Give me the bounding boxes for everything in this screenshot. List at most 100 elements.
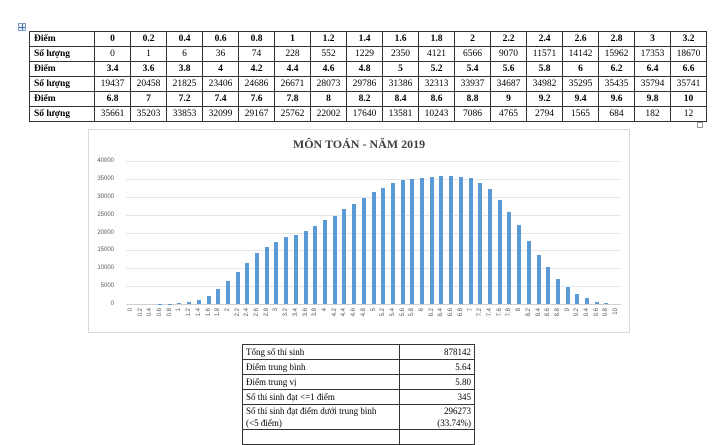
histogram-bar[interactable] [323,220,327,304]
count-cell: 2794 [527,107,563,122]
score-cell: 1.4 [347,32,383,47]
x-axis-tick-label: 3 [273,308,279,311]
histogram-bar[interactable] [527,241,531,304]
histogram-bar[interactable] [265,247,269,304]
count-cell: 0 [95,47,131,62]
histogram-bar[interactable] [507,212,511,304]
count-cell: 35741 [671,77,707,92]
histogram-bar[interactable] [595,302,599,304]
score-row-label: Điểm [30,92,95,107]
count-cell: 19437 [95,77,131,92]
histogram-bar[interactable] [245,263,249,304]
histogram-bar[interactable] [177,303,181,304]
histogram-bar[interactable] [381,188,385,304]
histogram-bar[interactable] [372,192,376,304]
histogram-bar[interactable] [255,253,259,304]
gridline [126,179,621,180]
histogram-bar[interactable] [391,183,395,304]
gridline [126,161,621,162]
x-axis-line [126,304,621,305]
x-axis-tick-label: 7.6 [497,308,503,316]
histogram-bar[interactable] [304,231,308,304]
histogram-bar[interactable] [342,209,346,304]
histogram-bar[interactable] [313,226,317,304]
score-cell: 4.4 [275,62,311,77]
count-cell: 4765 [491,107,527,122]
histogram-bar[interactable] [566,287,570,304]
count-row-label: Số lượng [30,47,95,62]
histogram-bar[interactable] [488,189,492,304]
histogram-bar[interactable] [284,237,288,304]
histogram-bar[interactable] [410,179,414,304]
histogram-bar[interactable] [517,225,521,304]
histogram-bar[interactable] [236,272,240,304]
count-cell: 23406 [203,77,239,92]
count-cell: 24686 [239,77,275,92]
histogram-bar[interactable] [197,300,201,304]
x-axis-tick-label: 0.2 [138,308,144,316]
histogram-bar[interactable] [401,180,405,304]
histogram-bar[interactable] [226,281,230,304]
histogram-bar[interactable] [498,200,502,304]
histogram-bar[interactable] [439,176,443,304]
score-cell: 0.8 [239,32,275,47]
histogram-bar[interactable] [469,178,473,304]
count-cell: 74 [239,47,275,62]
x-axis-tick-label: 6.6 [448,308,454,316]
histogram-bar[interactable] [274,242,278,304]
histogram-bar[interactable] [537,255,541,304]
histogram-bar[interactable] [449,176,453,304]
histogram-bar[interactable] [556,279,560,304]
x-axis-tick-label: 4 [322,308,328,311]
histogram-bar[interactable] [294,235,298,304]
histogram-bar[interactable] [333,216,337,304]
count-cell: 6566 [455,47,491,62]
x-axis-tick-label: 10 [613,308,619,315]
stats-label-text: Điểm trung bình [246,361,396,373]
score-cell: 2.6 [563,32,599,47]
count-cell: 1 [131,47,167,62]
stats-label: Số thí sinh đạt <=1 điểm [243,390,400,405]
histogram-bar[interactable] [352,204,356,304]
histogram-bar[interactable] [585,298,589,304]
score-cell: 3.4 [95,62,131,77]
histogram-bar[interactable] [207,296,211,304]
stats-row: Số thí sinh đạt điểm dưới trung bình(<5 … [243,405,475,430]
score-cell: 3.8 [167,62,203,77]
histogram-bar[interactable] [216,289,220,304]
count-cell: 14142 [563,47,599,62]
x-axis-tick-label: 6 [419,308,425,311]
count-cell: 25762 [275,107,311,122]
histogram-bar[interactable] [459,177,463,304]
count-cell: 29786 [347,77,383,92]
count-cell: 9070 [491,47,527,62]
x-axis-tick-label: 7.2 [477,308,483,316]
x-axis-tick-label: 5.6 [400,308,406,316]
score-cell: 8.6 [419,92,455,107]
table-resize-handle[interactable] [697,122,703,128]
histogram-bar[interactable] [420,178,424,304]
histogram-bar[interactable] [430,177,434,304]
score-cell: 6.8 [95,92,131,107]
table-move-handle-icon[interactable] [18,23,26,31]
histogram-bar[interactable] [546,267,550,304]
histogram-bar[interactable] [362,198,366,304]
histogram-bar[interactable] [575,294,579,304]
histogram-bar[interactable] [187,302,191,304]
y-axis-tick-label: 0 [74,301,114,307]
x-axis-tick-label: 2.2 [235,308,241,316]
x-axis-tick-label: 8.4 [536,308,542,316]
count-cell: 1229 [347,47,383,62]
x-axis-tick-label: 2 [225,308,231,311]
y-axis-tick-label: 40000 [74,158,114,164]
score-cell: 3.2 [671,32,707,47]
histogram-bar[interactable] [604,303,608,304]
histogram-bar[interactable] [478,183,482,304]
score-cell: 3 [635,32,671,47]
